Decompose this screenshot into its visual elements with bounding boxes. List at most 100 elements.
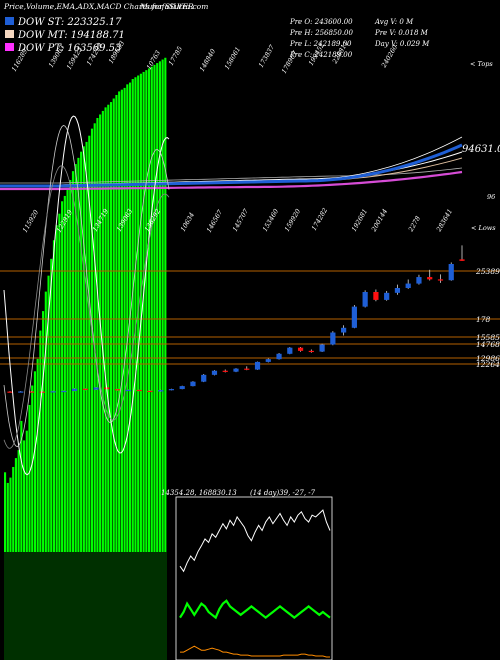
volume-bar <box>126 84 129 552</box>
price-candle <box>265 358 271 363</box>
candle-body <box>319 344 325 352</box>
volume-bar <box>61 201 64 552</box>
volume-bar <box>14 458 17 552</box>
volume-bar <box>120 89 123 552</box>
macd-header: (14 day)39, -27, -7 <box>250 489 316 497</box>
volume-bar <box>20 420 23 552</box>
candle-body <box>61 390 67 393</box>
price-candle <box>297 346 304 352</box>
candle-body <box>437 279 444 281</box>
candle-body <box>384 292 390 300</box>
legend-dow-mt: DOW MT: 194188.71 <box>5 30 125 41</box>
candle-body <box>201 374 207 382</box>
price-candle <box>179 385 185 390</box>
candle-body <box>71 388 78 391</box>
volume-bar <box>47 275 50 552</box>
volume-bar <box>66 188 69 553</box>
price-candle <box>18 391 24 393</box>
candle-body <box>254 361 261 370</box>
volume-bar <box>161 59 164 552</box>
volume-bar <box>96 118 99 552</box>
price-candle <box>158 389 164 392</box>
volume-bar <box>31 385 34 552</box>
low-annotation: 200144 <box>369 207 389 233</box>
volume-bar <box>109 102 113 552</box>
candle-body <box>287 347 293 354</box>
price-candle <box>427 269 433 281</box>
volume-bar <box>156 63 159 553</box>
candle-body <box>28 391 35 393</box>
oscillator-lines <box>3 115 331 658</box>
legend-label-mt: DOW MT: 194188.71 <box>17 30 125 41</box>
price-candle <box>233 368 239 373</box>
price-candle <box>125 389 131 392</box>
price-candle <box>222 369 228 373</box>
volume-bar <box>104 107 107 553</box>
volume-bar <box>107 104 110 553</box>
volume-bar <box>9 477 12 552</box>
price-candle <box>7 391 13 393</box>
low-annotation: 153460 <box>261 207 280 233</box>
volume-bar <box>23 440 26 552</box>
price-candle <box>330 331 336 346</box>
candle-body <box>125 389 131 392</box>
volume-bar <box>25 430 28 552</box>
volume-bar <box>118 91 121 553</box>
macd-white-line <box>179 509 331 573</box>
low-annotation: 145707 <box>231 207 251 233</box>
candle-body <box>179 386 185 390</box>
ohlc-low: Pre L: 242189.00 <box>289 40 352 48</box>
price-candle <box>308 349 314 353</box>
price-candle <box>50 390 56 393</box>
volume-bar <box>164 57 167 553</box>
candle-body <box>18 391 24 393</box>
candle-body <box>7 391 13 393</box>
candle-body <box>233 368 239 372</box>
volume-bar <box>139 73 142 553</box>
price-candle <box>190 381 196 387</box>
watermark: MunafaSutra.com <box>139 2 208 11</box>
volume-bar <box>80 151 83 552</box>
price-candles <box>7 245 465 393</box>
chart-title: Price,Volume,EMA,ADX,MACD Charts for SIL… <box>3 2 194 11</box>
low-annotation: 174282 <box>310 206 329 232</box>
legend-label-pt: DOW PT: 163569.53 <box>17 43 121 54</box>
legend-label-st: DOW ST: 223325.17 <box>17 17 122 28</box>
price-candle <box>147 390 153 393</box>
candle-body <box>394 288 401 293</box>
price-candle <box>448 262 454 281</box>
price-candle <box>211 370 218 376</box>
candle-body <box>93 387 99 390</box>
price-candle <box>351 305 357 329</box>
legend-swatch-mt <box>5 30 14 38</box>
volume-bar <box>28 404 31 552</box>
volume-bar <box>85 141 88 552</box>
candle-body <box>168 389 175 391</box>
price-candle <box>416 274 422 285</box>
candle-body <box>190 381 196 387</box>
price-candle <box>71 388 78 392</box>
price-candle <box>82 388 88 391</box>
volume-bar <box>39 330 42 552</box>
ema-line-pt <box>0 170 463 191</box>
price-candle <box>276 353 282 360</box>
volume-bar <box>158 61 161 553</box>
volume-bar <box>17 450 20 552</box>
price-candle <box>362 290 368 308</box>
candle-body <box>330 332 336 345</box>
volume-bar <box>123 87 126 552</box>
candle-body <box>276 353 282 360</box>
volume-bar <box>69 180 72 552</box>
osc-line-dark <box>3 165 170 449</box>
candle-body <box>297 347 304 351</box>
price-candle <box>168 388 175 391</box>
volume-bar <box>55 225 58 553</box>
low-annotation: 146567 <box>205 208 225 234</box>
candle-body <box>158 390 164 392</box>
price-level-label: 129869 <box>476 354 500 363</box>
candle-body <box>136 389 142 392</box>
candle-body <box>448 264 454 281</box>
price-candle <box>373 289 379 302</box>
